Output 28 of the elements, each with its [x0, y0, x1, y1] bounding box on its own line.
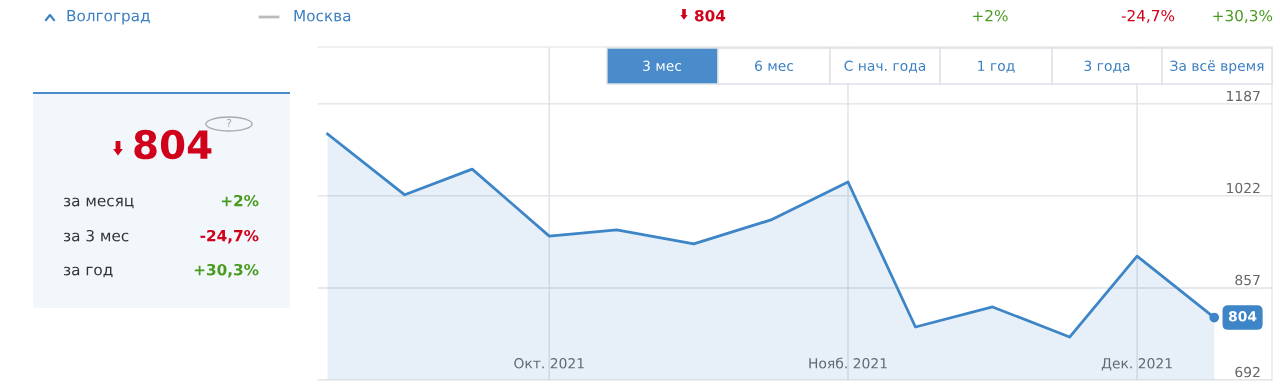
annotation: 3 мес [643, 60, 682, 72]
text: +30,3% [194, 263, 259, 278]
annotation: 6 мес [755, 60, 794, 72]
text: 804 [694, 9, 726, 22]
annotation: 1 год [978, 60, 1015, 73]
text: за год [63, 266, 113, 278]
text: за месяц [63, 197, 134, 209]
annotation: За всё время [1170, 60, 1264, 74]
text: 804 [134, 129, 212, 160]
text: Волгоград [67, 10, 150, 25]
text: за 3 мес [63, 229, 129, 242]
text: +2% [221, 194, 259, 207]
text: Москва [294, 10, 351, 22]
annotation: 3 года [1084, 60, 1130, 73]
text: -24,7% [1121, 9, 1175, 23]
y-tick-label: 857 [1235, 274, 1260, 286]
x-tick-label: Нояб. 2021 [809, 357, 887, 369]
y-tick-label: 692 [1235, 366, 1260, 378]
y-tick-label: 1187 [1227, 90, 1260, 102]
text: -24,7% [200, 229, 259, 244]
text: +30,3% [1213, 9, 1273, 23]
text: +2% [973, 9, 1008, 22]
data-label: 804 [1228, 311, 1257, 322]
y-tick-label: 1022 [1227, 182, 1260, 194]
x-tick-label: Окт. 2021 [514, 358, 584, 369]
x-tick-label: Дек. 2021 [1101, 358, 1172, 371]
text: ? [226, 118, 232, 128]
annotation: С нач. года [844, 60, 926, 73]
